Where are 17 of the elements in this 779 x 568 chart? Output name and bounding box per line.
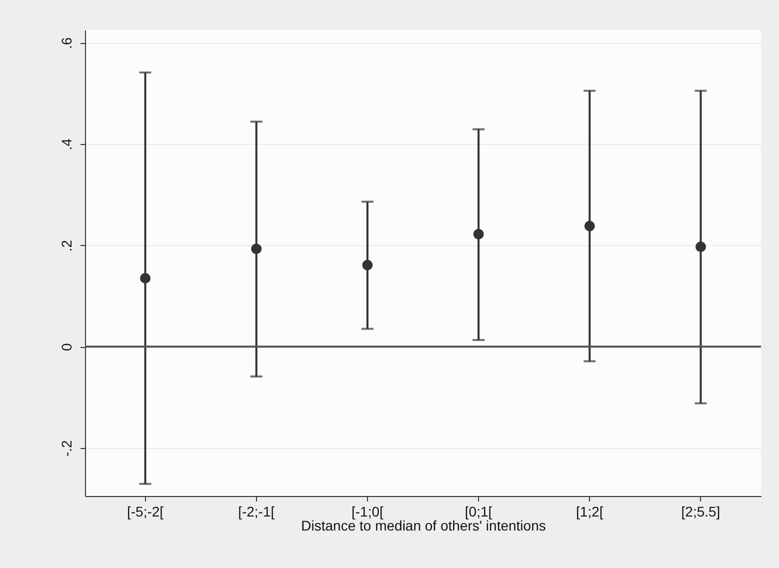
point [473,228,484,240]
y-tick-label: -.2 [58,440,74,457]
x-tick-label: [1;2[ [576,504,604,520]
point [140,272,151,284]
point [362,260,373,270]
x-tick-label: [2;5.5] [681,504,720,520]
point [251,244,262,254]
y-tick-label: .6 [58,37,74,50]
y-tick-label: .2 [58,240,74,252]
x-tick-label: [-2;-1[ [238,504,275,520]
y-tick-label: 0 [58,342,74,351]
x-tick-label: [0;1[ [464,504,492,520]
point [584,220,595,232]
x-tick-label: [-5;-2[ [126,504,164,520]
x-tick-label: [-1;0[ [352,504,384,520]
y-tick-label: .4 [58,138,74,150]
point [695,242,706,252]
